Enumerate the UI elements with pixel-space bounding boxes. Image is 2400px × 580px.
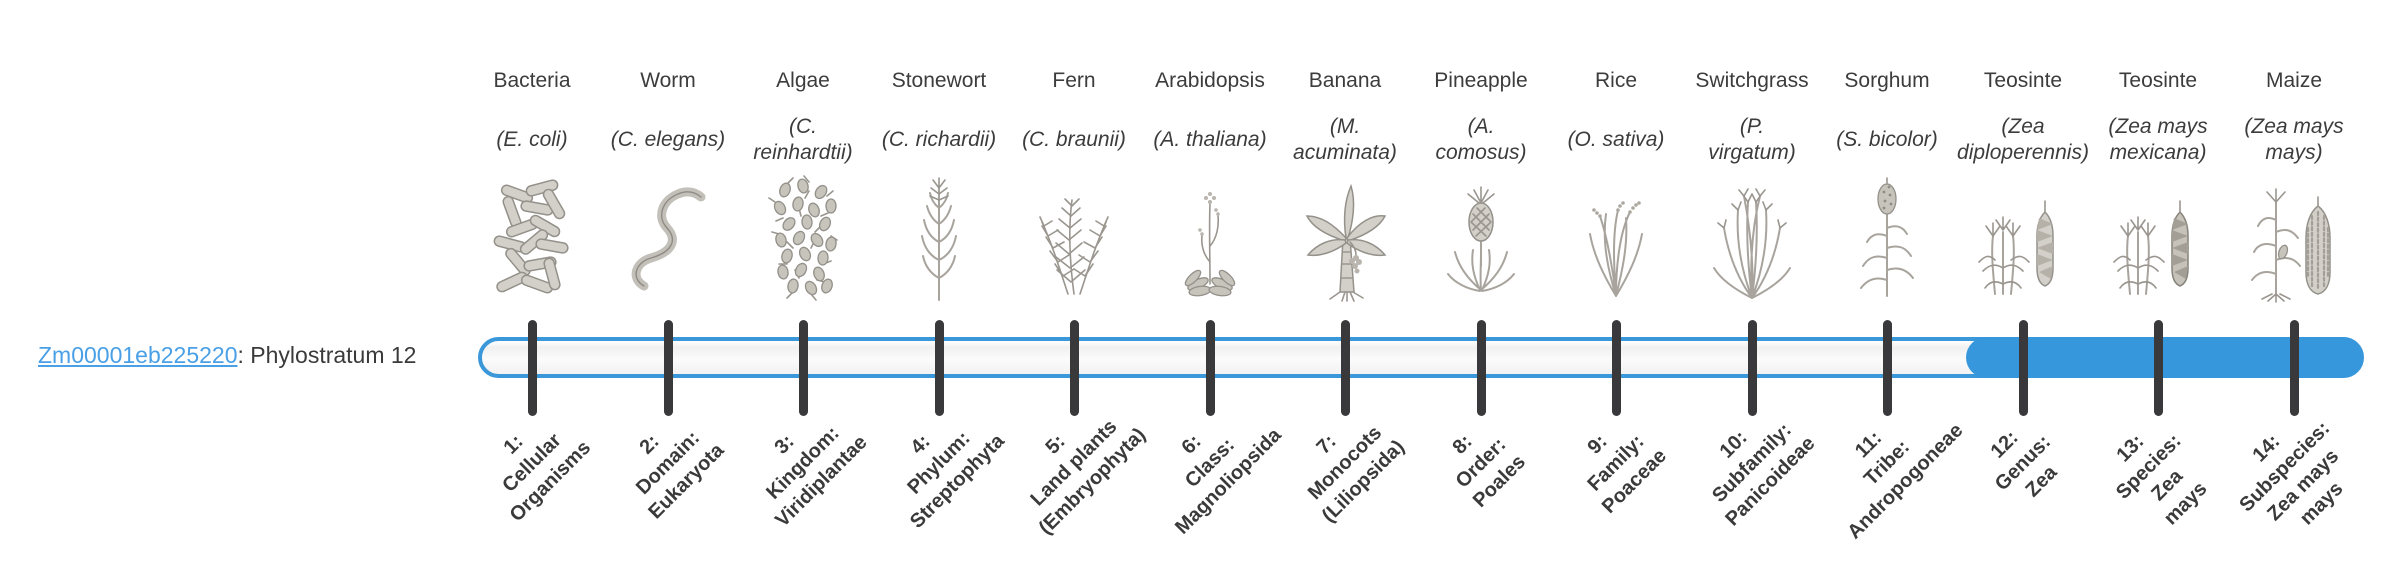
- taxon-common-name: Stonewort: [891, 69, 987, 92]
- taxon-species-name: (A. thaliana): [1153, 128, 1267, 151]
- taxon-species-name: (M. acuminata): [1293, 115, 1397, 164]
- bacteria-icon: [493, 179, 569, 294]
- taxon-label: Teosinte (Zea diploperennis): [1948, 68, 2098, 184]
- phylostratum-tick: [1069, 320, 1079, 416]
- taxon-common-name: Algae: [776, 69, 830, 92]
- switchgrass-icon: [1713, 188, 1791, 299]
- maize-icon: [2251, 188, 2331, 303]
- phylostratum-label: 14: Subspecies: Zea mays mays: [2235, 417, 2348, 530]
- taxon-species-name: (C. braunii): [1022, 128, 1126, 151]
- taxon-label: Fern (C. braunii): [999, 68, 1149, 184]
- taxon-label: Switchgrass (P. virgatum): [1677, 68, 1827, 184]
- taxon-common-name: Teosinte: [2118, 69, 2198, 92]
- taxon-label: Sorghum (S. bicolor): [1812, 68, 1962, 184]
- taxon-species-name: (Zea mays mexicana): [2108, 115, 2208, 164]
- taxon-species-name: (C. elegans): [610, 128, 726, 151]
- phylostratum-tick: [663, 320, 673, 416]
- banana-icon: [1305, 183, 1387, 302]
- phylostratum-tick: [934, 320, 944, 416]
- phylostratum-tick: [1340, 320, 1350, 416]
- fern-icon: [1039, 198, 1109, 295]
- taxon-label: Arabidopsis (A. thaliana): [1135, 68, 1285, 184]
- taxon-common-name: Banana: [1308, 69, 1382, 92]
- taxon-label: Teosinte (Zea mays mexicana): [2083, 68, 2233, 184]
- gene-link[interactable]: Zm00001eb225220: [38, 342, 238, 368]
- taxon-label: Stonewort (C. richardii): [864, 68, 1014, 184]
- phylostratum-tick: [1205, 320, 1215, 416]
- taxon-label: Worm (C. elegans): [593, 68, 743, 184]
- taxon-label: Banana (M. acuminata): [1270, 68, 1420, 184]
- taxon-common-name: Fern: [1052, 69, 1096, 92]
- taxon-label: Maize (Zea mays mays): [2219, 68, 2369, 184]
- gene-caption: Zm00001eb225220: Phylostratum 12: [38, 342, 416, 369]
- pineapple-icon: [1447, 186, 1515, 292]
- teosinte-icon: [1978, 200, 2054, 295]
- phylostratum-caption: : Phylostratum 12: [237, 342, 417, 368]
- taxon-species-name: (S. bicolor): [1836, 128, 1938, 151]
- taxon-common-name: Maize: [2265, 69, 2323, 92]
- taxon-species-name: (Zea diploperennis): [1957, 115, 2089, 164]
- taxon-species-name: (P. virgatum): [1708, 115, 1796, 164]
- taxon-label: Bacteria (E. coli): [457, 68, 607, 184]
- rice-icon: [1589, 201, 1643, 297]
- taxon-species-name: (E. coli): [496, 128, 568, 151]
- stonewort-icon: [921, 177, 957, 301]
- taxon-common-name: Switchgrass: [1695, 69, 1809, 92]
- taxon-label: Algae (C. reinhardtii): [728, 68, 878, 184]
- phylostratum-tick: [798, 320, 808, 416]
- taxon-common-name: Arabidopsis: [1155, 69, 1265, 92]
- phylostratum-tick: [1476, 320, 1486, 416]
- taxon-species-name: (A. comosus): [1435, 115, 1527, 164]
- taxon-common-name: Teosinte: [1983, 69, 2063, 92]
- phylostratum-tick: [2289, 320, 2299, 416]
- taxon-common-name: Worm: [640, 69, 696, 92]
- worm-icon: [631, 187, 706, 291]
- taxon-species-name: (C. reinhardtii): [753, 115, 853, 164]
- arabidopsis-icon: [1184, 192, 1236, 297]
- phylostratum-tick: [1611, 320, 1621, 416]
- taxon-species-name: (Zea mays mays): [2244, 115, 2344, 164]
- phylostratum-tick: [2153, 320, 2163, 416]
- phylostratum-tick: [2018, 320, 2028, 416]
- taxon-common-name: Rice: [1594, 69, 1637, 92]
- phylostratum-tick: [527, 320, 537, 416]
- taxon-label: Pineapple (A. comosus): [1406, 68, 1556, 184]
- phylostratum-tick: [1747, 320, 1757, 416]
- taxon-common-name: Sorghum: [1844, 69, 1930, 92]
- algae-icon: [768, 175, 838, 301]
- taxon-common-name: Bacteria: [493, 69, 571, 92]
- taxon-common-name: Pineapple: [1434, 69, 1528, 92]
- teosinte-icon: [2113, 200, 2189, 295]
- taxon-species-name: (O. sativa): [1567, 128, 1665, 151]
- taxon-label: Rice (O. sativa): [1541, 68, 1691, 184]
- taxon-species-name: (C. richardii): [881, 128, 997, 151]
- sorghum-icon: [1860, 177, 1914, 297]
- phylostratum-tick: [1882, 320, 1892, 416]
